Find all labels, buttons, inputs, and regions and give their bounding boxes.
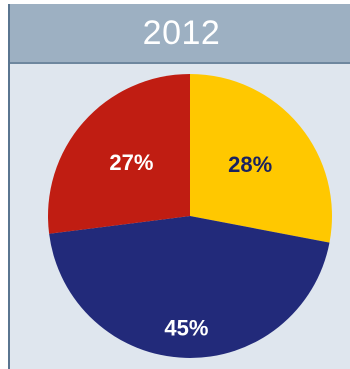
chart-title: 2012 — [142, 13, 221, 52]
pie-slice-label-0: 28% — [228, 152, 272, 177]
pie-slice-0 — [190, 74, 332, 243]
pie-slice-label-2: 27% — [109, 150, 153, 175]
pie-slice-2 — [47, 74, 190, 234]
pie-slice-label-1: 45% — [164, 315, 208, 340]
pie-slice-1 — [49, 216, 330, 358]
chart-title-bar: 2012 — [10, 4, 350, 64]
